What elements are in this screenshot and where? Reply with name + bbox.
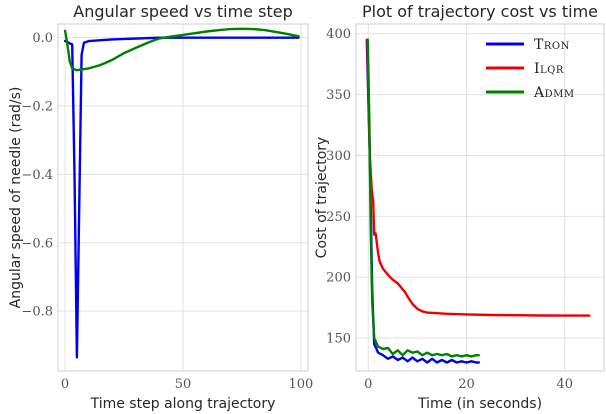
trajectory-cost-admm-line <box>366 38 480 358</box>
legend-label-admm: Admm <box>533 85 575 101</box>
angular-speed-x-tick-label: 100 <box>289 377 314 392</box>
angular-speed-grid <box>58 24 308 371</box>
trajectory-cost-ilqr-line <box>366 38 591 317</box>
legend-label-ilqr: Ilqr <box>534 61 564 77</box>
angular-speed-y-tick-label: −0.8 <box>21 305 53 320</box>
angular-speed-series-1-line <box>63 36 300 359</box>
trajectory-cost-tick-labels: 0 20 40 150 200 250 300 350 400 <box>326 27 573 392</box>
angular-speed-y-tick-label: 0.0 <box>32 31 53 46</box>
trajectory-cost-x-axis-label: Time (in seconds) <box>417 396 542 412</box>
angular-speed-series <box>63 27 300 359</box>
trajectory-cost-x-tick-label: 0 <box>364 377 372 392</box>
trajectory-cost-y-tick-label: 200 <box>326 271 351 286</box>
legend-label-tron: Tron <box>534 37 570 53</box>
trajectory-cost-chart-title: Plot of trajectory cost vs time <box>362 2 598 21</box>
angular-speed-y-tick-label: −0.4 <box>21 168 53 183</box>
trajectory-cost-y-tick-label: 300 <box>326 149 351 164</box>
trajectory-cost-tron-line <box>365 38 480 364</box>
angular-speed-y-axis-label: Angular speed of needle (rad/s) <box>8 87 24 309</box>
angular-speed-series-2-line <box>63 27 300 72</box>
trajectory-cost-legend: Tron Ilqr Admm <box>486 37 575 101</box>
trajectory-cost-grid <box>356 24 604 371</box>
angular-speed-x-axis-label: Time step along trajectory <box>90 396 276 412</box>
trajectory-cost-y-tick-label: 250 <box>326 210 351 225</box>
angular-speed-chart-title: Angular speed vs time step <box>73 2 292 21</box>
angular-speed-x-tick-label: 0 <box>61 377 69 392</box>
trajectory-cost-x-tick-label: 20 <box>458 377 475 392</box>
angular-speed-tick-labels: 0 50 100 0.0 −0.2 −0.4 −0.6 −0.8 <box>21 31 313 392</box>
trajectory-cost-y-tick-label: 150 <box>326 332 351 347</box>
trajectory-cost-chart: 0 20 40 150 200 250 300 350 400 Plot of trajecto… <box>314 2 605 412</box>
angular-speed-x-tick-label: 50 <box>175 377 192 392</box>
angular-speed-chart: 0 50 100 0.0 −0.2 −0.4 −0.6 −0.8 Angular speed … <box>8 2 313 412</box>
angular-speed-y-tick-label: −0.2 <box>21 100 53 115</box>
trajectory-cost-y-tick-label: 400 <box>326 27 351 42</box>
angular-speed-plot-frame <box>57 23 309 372</box>
trajectory-cost-series <box>365 38 591 364</box>
trajectory-cost-plot-frame <box>355 23 605 372</box>
trajectory-cost-y-tick-label: 350 <box>326 88 351 103</box>
trajectory-cost-x-tick-label: 40 <box>556 377 573 392</box>
angular-speed-y-tick-label: −0.6 <box>21 236 53 251</box>
trajectory-cost-y-axis-label: Cost of trajectory <box>314 137 330 259</box>
